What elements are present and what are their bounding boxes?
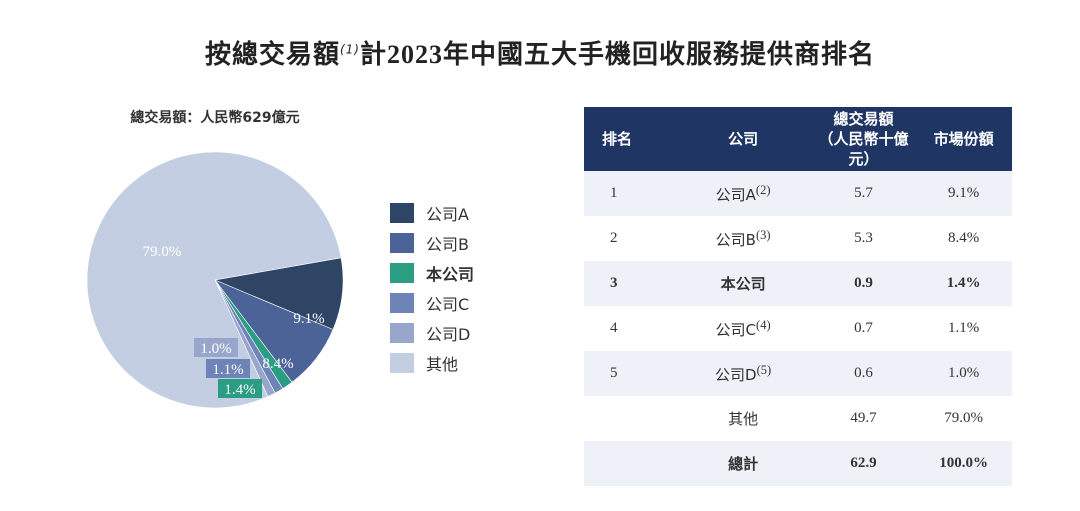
- cell-company: 其他: [674, 396, 811, 441]
- legend-swatch: [390, 233, 414, 253]
- title-prefix: 按總交易額: [204, 40, 340, 70]
- cell-rank: 3: [610, 275, 618, 291]
- pie-subtitle: 總交易額：人民幣629億元: [130, 110, 300, 126]
- header-rank: 排名: [602, 130, 633, 148]
- legend-swatch: [390, 203, 414, 223]
- pie-label-box: [206, 359, 250, 378]
- cell-share: 9.1%: [948, 185, 980, 201]
- title-suffix: 年中國五大手機回收服務提供商排名: [443, 40, 876, 70]
- pie-data-label: 9.1%: [293, 311, 324, 327]
- cell-share: 1.1%: [948, 320, 980, 336]
- legend-label: 其他: [426, 355, 459, 374]
- footnote-marker: (4): [756, 317, 771, 332]
- header-company: 公司: [728, 130, 759, 148]
- legend-swatch: [390, 293, 414, 313]
- legend-item-company-d: 公司D: [390, 318, 474, 348]
- pie-label-box: [194, 338, 238, 357]
- company-name: 公司D: [715, 365, 757, 384]
- cell-rank: 5: [610, 365, 618, 381]
- pie-data-label: 1.1%: [212, 362, 243, 378]
- cell-rank: 1: [610, 185, 618, 201]
- legend-swatch: [390, 323, 414, 343]
- footnote-marker: (5): [756, 362, 772, 377]
- company-name: 公司B: [715, 230, 756, 249]
- company-name: 公司C: [715, 320, 757, 339]
- cell-company: 公司D(5): [674, 351, 811, 396]
- cell-share: 79.0%: [944, 410, 984, 426]
- pie-data-label: 8.4%: [262, 356, 293, 372]
- cell-company: 公司C(4): [674, 306, 811, 351]
- legend-label: 公司B: [426, 235, 469, 254]
- chart-legend: 公司A 公司B 本公司 公司C 公司D 其他: [390, 198, 474, 378]
- legend-item-company-c: 公司C: [390, 288, 474, 318]
- cell-company: 公司A(2): [674, 171, 811, 216]
- table-row: 其他 49.7 79.0%: [584, 396, 1012, 441]
- company-name: 總計: [728, 455, 759, 473]
- footnote-marker: (3): [755, 227, 771, 242]
- cell-amount: 5.7: [854, 185, 873, 201]
- header-amount-line2: （人民幣十億元）: [818, 130, 909, 168]
- cell-company: 本公司: [674, 261, 811, 306]
- cell-amount: 5.3: [854, 230, 873, 246]
- page-title: 按總交易額(1)計2023年中國五大手機回收服務提供商排名: [0, 34, 1080, 71]
- table-row: 2 公司B(3) 5.3 8.4%: [584, 216, 1012, 261]
- legend-item-company-a: 公司A: [390, 198, 474, 228]
- company-name: 公司A: [715, 185, 756, 204]
- table-row-highlighted: 3 本公司 0.9 1.4%: [584, 261, 1012, 306]
- footnote-marker: (2): [755, 182, 771, 197]
- table-row-total: 總計 62.9 100.0%: [584, 441, 1012, 486]
- legend-label: 公司D: [426, 325, 471, 344]
- cell-amount: 0.6: [854, 365, 873, 381]
- cell-amount: 0.9: [854, 275, 873, 291]
- cell-amount: 49.7: [850, 410, 877, 426]
- pie-data-label: 79.0%: [143, 244, 182, 260]
- table-row: 1 公司A(2) 5.7 9.1%: [584, 171, 1012, 216]
- pie-chart: 9.1% 8.4% 1.4% 1.1% 1.0% 79.0%: [86, 151, 344, 409]
- cell-share: 100.0%: [939, 455, 989, 471]
- title-year: 2023: [387, 40, 443, 69]
- table-row: 5 公司D(5) 0.6 1.0%: [584, 351, 1012, 396]
- pie-data-label: 1.4%: [224, 382, 255, 398]
- cell-rank: 4: [610, 320, 618, 336]
- header-share: 市場份額: [933, 130, 994, 148]
- pie-label-box: [218, 379, 262, 398]
- company-name: 其他: [728, 410, 759, 428]
- legend-item-company-b: 公司B: [390, 228, 474, 258]
- table-header-row: 排名 公司 總交易額 （人民幣十億元） 市場份額: [584, 107, 1012, 171]
- legend-label: 公司C: [426, 295, 470, 314]
- cell-amount: 62.9: [850, 455, 877, 471]
- legend-label: 公司A: [426, 205, 469, 224]
- cell-share: 8.4%: [948, 230, 980, 246]
- legend-swatch: [390, 263, 414, 283]
- legend-label: 本公司: [426, 265, 475, 284]
- pie-slice: [86, 151, 342, 409]
- company-name: 本公司: [720, 275, 766, 293]
- legend-swatch: [390, 353, 414, 373]
- cell-share: 1.0%: [948, 365, 980, 381]
- legend-item-others: 其他: [390, 348, 474, 378]
- cell-company: 總計: [674, 441, 811, 486]
- cell-rank: [584, 441, 674, 486]
- table-row: 4 公司C(4) 0.7 1.1%: [584, 306, 1012, 351]
- cell-rank: 2: [610, 230, 618, 246]
- cell-company: 公司B(3): [674, 216, 811, 261]
- title-note: (1): [339, 42, 360, 57]
- pie-data-label: 1.0%: [200, 341, 231, 357]
- header-amount: 總交易額 （人民幣十億元）: [812, 107, 916, 171]
- cell-amount: 0.7: [854, 320, 873, 336]
- ranking-table: 排名 公司 總交易額 （人民幣十億元） 市場份額 1 公司A(2) 5.7 9.1…: [584, 107, 1012, 486]
- header-amount-line1: 總交易額: [833, 110, 894, 128]
- legend-item-our-company: 本公司: [390, 258, 474, 288]
- cell-rank: [584, 396, 674, 441]
- cell-share: 1.4%: [946, 275, 981, 291]
- title-mid: 計: [359, 40, 387, 70]
